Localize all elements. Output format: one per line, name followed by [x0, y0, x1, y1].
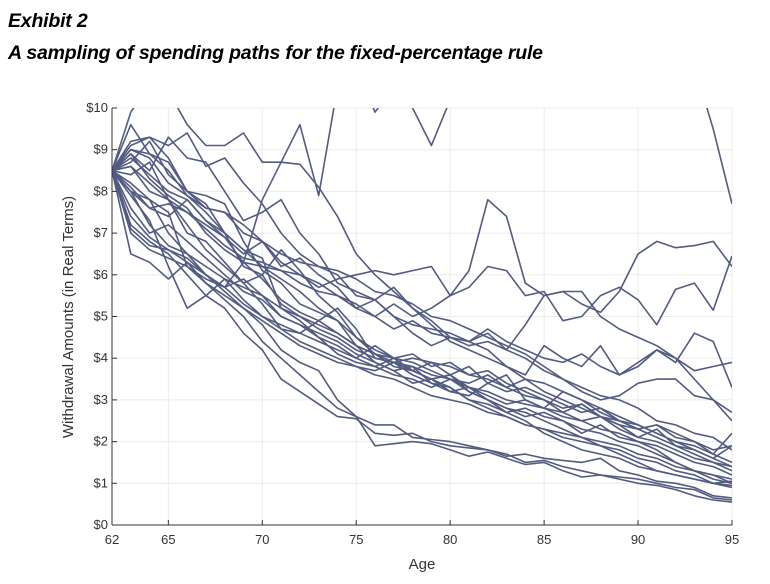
series-line-17 — [112, 170, 732, 489]
series-line-4 — [112, 170, 732, 501]
y-axis-label: Withdrawal Amounts (in Real Terms) — [60, 196, 77, 438]
y-tick-label: $2 — [94, 434, 108, 449]
series-line-24 — [112, 170, 732, 487]
series-line-12 — [112, 123, 732, 414]
series-line-11 — [112, 140, 732, 455]
x-axis-label: Age — [409, 556, 436, 573]
y-tick-label: $1 — [94, 475, 108, 490]
series-line-3 — [112, 153, 732, 326]
x-tick-label: 62 — [105, 532, 119, 547]
series-line-21 — [112, 170, 732, 388]
series-line-5 — [112, 170, 732, 503]
series-lines — [112, 108, 732, 503]
y-tick-label: $10 — [86, 100, 108, 115]
series-line-25 — [112, 161, 732, 485]
y-tick-label: $5 — [94, 309, 108, 324]
series-line-7 — [112, 170, 732, 476]
grid — [111, 107, 733, 526]
series-line-20 — [112, 148, 732, 468]
y-tick-label: $3 — [94, 392, 108, 407]
y-tick-label: $7 — [94, 225, 108, 240]
axes: $0 $1 $2 $3 $4 $5 $6 $7 $8 $9 $10 62 65 70 75 80 85 90 95 — [86, 100, 739, 547]
y-tick-label: $0 — [94, 517, 108, 532]
x-tick-label: 70 — [255, 532, 269, 547]
series-line-16 — [112, 170, 732, 485]
series-line-22 — [112, 165, 732, 422]
series-line-13 — [112, 132, 732, 376]
series-line-14 — [112, 157, 732, 451]
series-line-1 — [112, 108, 732, 205]
chart-title: A sampling of spending paths for the fix… — [8, 42, 543, 64]
exhibit-label: Exhibit 2 — [8, 10, 88, 32]
x-tick-label: 80 — [443, 532, 457, 547]
x-tick-label: 90 — [631, 532, 645, 547]
x-tick-label: 95 — [725, 532, 739, 547]
y-tick-label: $4 — [94, 350, 108, 365]
y-tick-label: $8 — [94, 183, 108, 198]
y-tick-label: $6 — [94, 267, 108, 282]
x-tick-label: 65 — [161, 532, 175, 547]
x-tick-label: 85 — [537, 532, 551, 547]
series-line-18 — [112, 170, 732, 480]
x-tick-label: 75 — [349, 532, 363, 547]
y-tick-label: $9 — [94, 142, 108, 157]
